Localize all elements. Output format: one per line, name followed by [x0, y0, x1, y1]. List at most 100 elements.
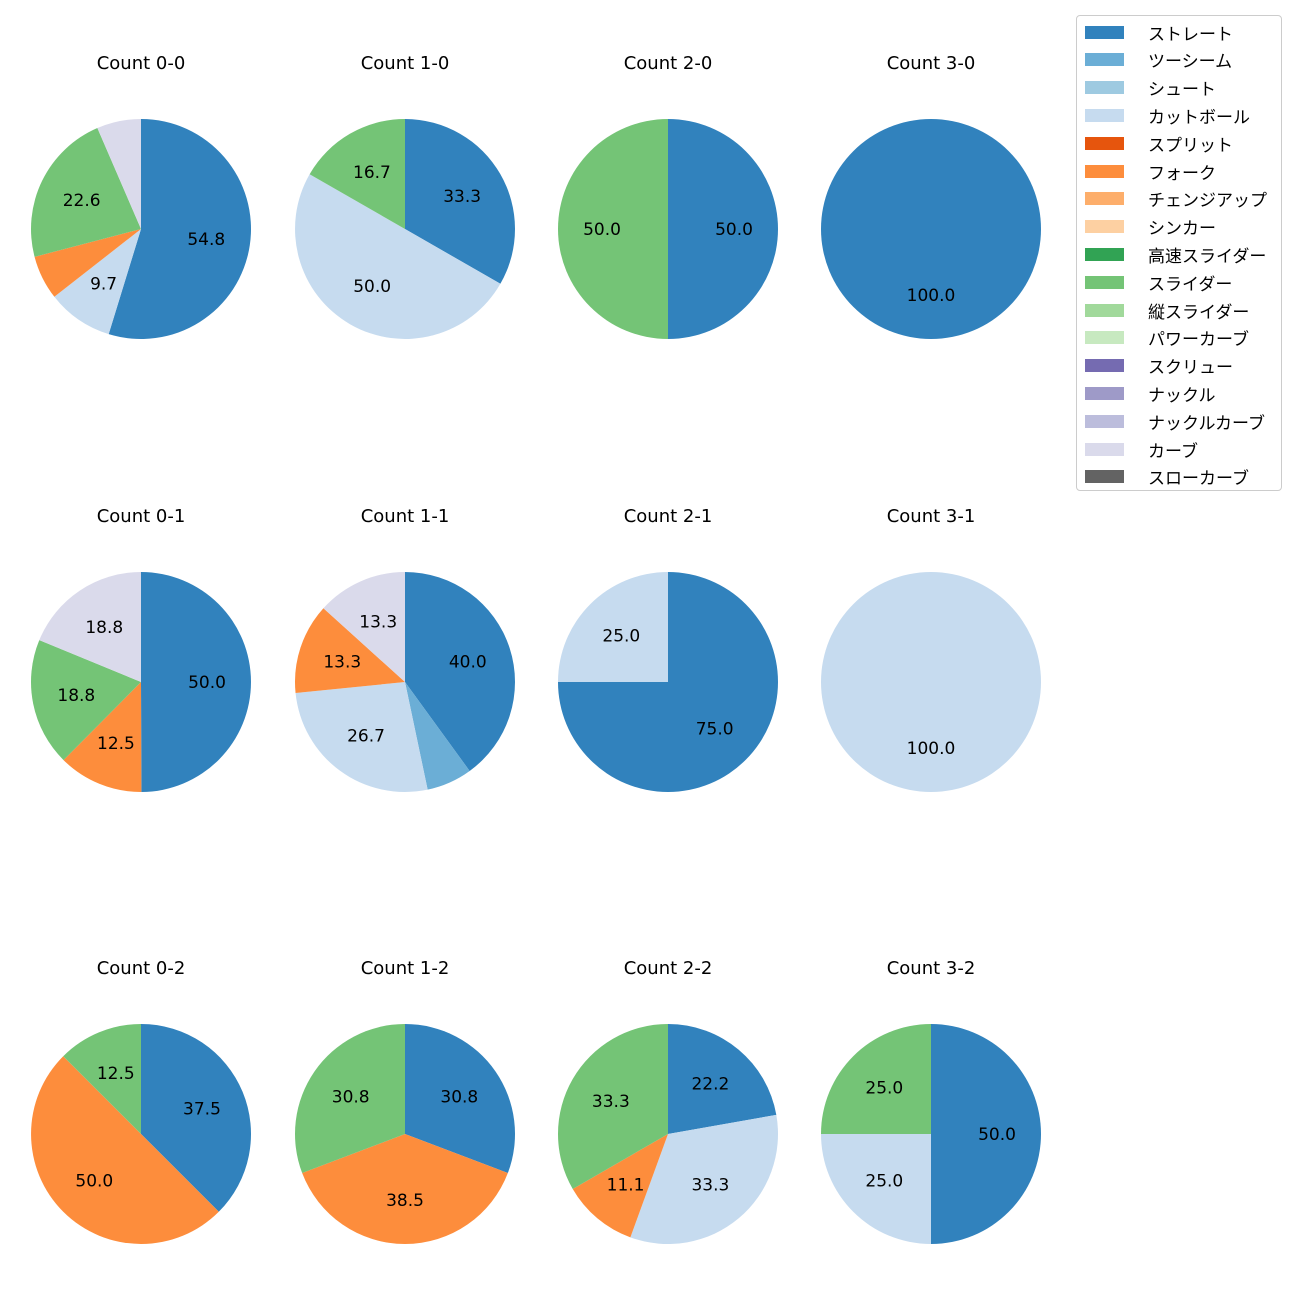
legend-item: カーブ	[1085, 439, 1198, 462]
pie-slice	[931, 1024, 1041, 1244]
legend-swatch	[1085, 414, 1124, 428]
slice-value-label: 18.8	[57, 686, 95, 706]
legend-label: シュート	[1148, 80, 1216, 101]
legend-item: ナックル	[1085, 383, 1216, 406]
legend-label: パワーカーブ	[1148, 330, 1249, 351]
pie-title: Count 0-2	[97, 958, 186, 979]
slice-value-label: 11.1	[607, 1176, 645, 1196]
pie-9: Count 0-2 37.5 50.0 12.5	[31, 958, 251, 1244]
legend-label: 高速スライダー	[1148, 246, 1267, 267]
legend-label: スプリット	[1148, 135, 1233, 156]
legend-item: パワーカーブ	[1085, 328, 1249, 351]
slice-value-label: 25.0	[602, 626, 640, 646]
pie-slice	[821, 572, 1041, 792]
legend-item: カットボール	[1085, 105, 1250, 128]
pie-4: Count 3-0 100.0	[821, 53, 1041, 339]
pie-slice	[63, 1024, 141, 1134]
legend-label: スローカーブ	[1148, 469, 1249, 490]
slice-value-label: 40.0	[449, 653, 487, 673]
pie-1: Count 0-0 54.8 9.7 22.6	[30, 53, 251, 339]
pie-slice	[54, 229, 142, 335]
legend-label: カーブ	[1148, 441, 1198, 462]
pie-title: Count 0-1	[97, 506, 186, 527]
legend-label: ナックルカーブ	[1148, 413, 1265, 434]
legend-label: フォーク	[1148, 163, 1216, 184]
pie-slice	[295, 174, 501, 339]
slice-value-label: 25.0	[865, 1172, 903, 1192]
slice-value-label: 50.0	[353, 277, 391, 297]
pie-slice	[294, 1024, 405, 1174]
legend-label: スクリュー	[1148, 358, 1233, 379]
legend-label: シンカー	[1148, 219, 1216, 240]
legend-label: ストレート	[1148, 24, 1233, 45]
legend-label: ナックル	[1148, 385, 1216, 406]
pie-12: Count 3-2 50.0 25.0 25.0	[821, 958, 1041, 1244]
pie-slice	[323, 572, 405, 682]
pie-slice	[97, 119, 141, 229]
legend-item: シンカー	[1085, 217, 1216, 240]
slice-value-label: 12.5	[97, 734, 135, 754]
pie-8: Count 3-1 100.0	[821, 506, 1041, 792]
legend-item: ナックルカーブ	[1085, 411, 1265, 434]
pie-slice	[108, 119, 251, 339]
pie-slice	[141, 572, 251, 792]
pie-title: Count 3-0	[887, 53, 976, 74]
pie-slice	[821, 119, 1041, 339]
pie-slice	[295, 682, 428, 793]
pie-slice	[405, 572, 516, 771]
legend-item: ツーシーム	[1085, 50, 1232, 72]
pie-slice	[309, 119, 405, 229]
pie-title: Count 3-1	[887, 506, 976, 527]
legend-swatch	[1085, 386, 1124, 400]
pie-3: Count 2-0 50.0 50.0	[558, 53, 778, 339]
slice-value-label: 22.2	[691, 1074, 729, 1094]
slice-value-label: 18.8	[85, 618, 123, 638]
slice-value-label: 9.7	[90, 274, 117, 294]
legend-swatch	[1085, 247, 1124, 261]
legend-swatch	[1085, 108, 1124, 122]
slice-value-label: 50.0	[583, 220, 621, 240]
slice-value-label: 25.0	[865, 1078, 903, 1098]
pie-slice	[821, 1024, 931, 1134]
pie-title: Count 1-1	[361, 506, 450, 527]
pie-title: Count 2-1	[624, 506, 713, 527]
legend-label: スライダー	[1148, 274, 1233, 295]
legend-item: スライダー	[1085, 272, 1233, 295]
pie-slice	[30, 640, 141, 761]
slice-value-label: 100.0	[907, 739, 956, 759]
slice-value-label: 37.5	[183, 1100, 221, 1120]
slice-value-label: 30.8	[332, 1088, 370, 1108]
pie-slice	[39, 572, 141, 682]
slice-value-label: 26.7	[347, 726, 385, 746]
pie-7: Count 2-1 75.0 25.0	[558, 506, 778, 792]
legend-label: カットボール	[1148, 107, 1250, 128]
pie-slice	[63, 682, 142, 792]
legend-swatch	[1085, 220, 1124, 234]
slice-value-label: 38.5	[386, 1191, 424, 1211]
slice-value-label: 33.3	[592, 1092, 630, 1112]
slice-value-label: 12.5	[97, 1064, 135, 1084]
slice-value-label: 16.7	[353, 163, 391, 183]
legend-swatch	[1085, 164, 1124, 178]
pie-title: Count 2-2	[624, 958, 713, 979]
pie-11: Count 2-2 22.2 33.3 11.1 33.3	[557, 958, 778, 1244]
legend: ストレート ツーシーム シュート カットボール スプリット フォーク チェンジアップ シンカー…	[1076, 15, 1282, 491]
pie-slice	[557, 1024, 668, 1189]
legend-swatch	[1085, 81, 1124, 95]
legend-swatch	[1085, 470, 1124, 484]
legend-item: フォーク	[1085, 161, 1216, 184]
pie-title: Count 0-0	[97, 53, 186, 74]
pie-10: Count 1-2 30.8 38.5 30.8	[294, 958, 516, 1245]
legend-swatch	[1085, 53, 1124, 67]
slice-value-label: 33.3	[691, 1176, 729, 1196]
pie-slice	[405, 119, 515, 284]
legend-swatch	[1085, 303, 1124, 317]
pie-slice	[668, 119, 778, 339]
pie-slice	[630, 1114, 778, 1244]
pie-slice	[405, 1024, 516, 1174]
slice-value-label: 100.0	[907, 286, 956, 306]
slice-value-label: 50.0	[75, 1172, 113, 1192]
pie-slice	[141, 1024, 251, 1212]
pie-slice	[668, 1024, 777, 1134]
